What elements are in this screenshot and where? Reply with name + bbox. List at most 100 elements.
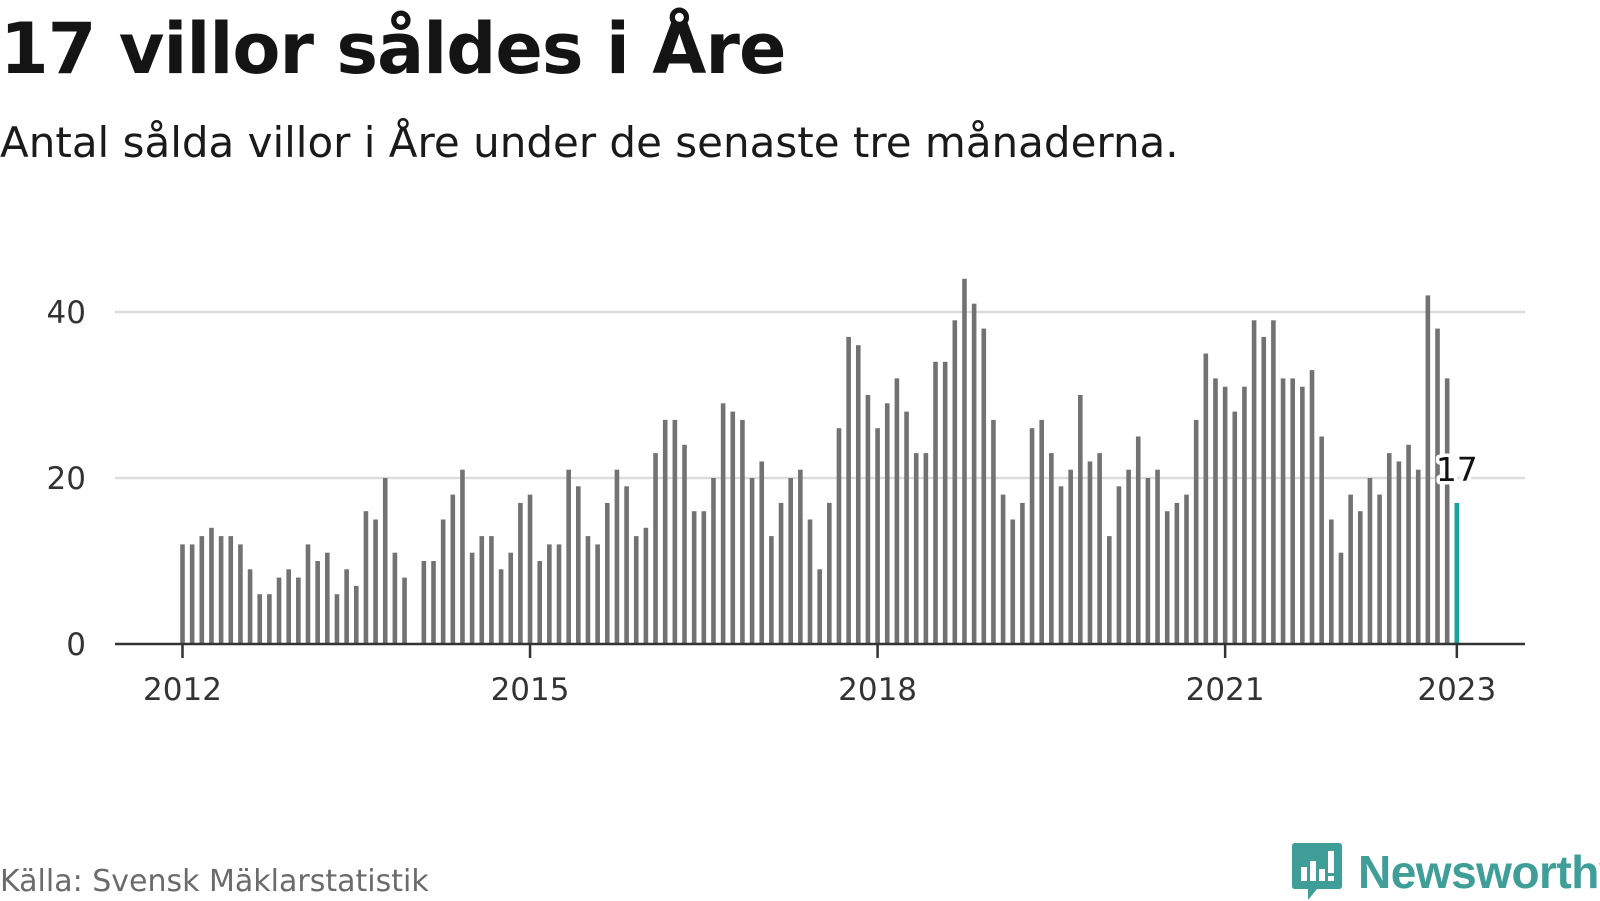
bar	[913, 453, 919, 644]
bar	[1145, 478, 1151, 644]
bar	[257, 594, 263, 644]
bar	[691, 511, 697, 644]
bar	[817, 569, 822, 644]
bar	[421, 561, 427, 644]
bar	[585, 536, 591, 644]
bar	[392, 552, 398, 644]
bar	[846, 336, 851, 644]
bar	[894, 378, 900, 644]
newsworthy-logo-icon	[1292, 843, 1342, 900]
bar	[798, 469, 803, 644]
bar	[1396, 461, 1402, 644]
bar	[267, 594, 272, 644]
bar	[759, 461, 765, 644]
bar	[189, 544, 195, 644]
bar	[643, 527, 649, 644]
bar	[1213, 378, 1218, 644]
bar	[209, 527, 214, 644]
bar	[923, 453, 929, 644]
bar	[1068, 469, 1073, 644]
bar	[1203, 353, 1209, 644]
bar	[1309, 370, 1315, 644]
bar	[933, 361, 938, 644]
grid-layer	[115, 310, 1525, 480]
bar	[1319, 436, 1324, 644]
bar	[672, 419, 678, 644]
bar	[1164, 511, 1170, 644]
bars-layer	[180, 278, 1460, 644]
bar	[1338, 552, 1344, 644]
bar	[1020, 502, 1025, 644]
bar	[962, 278, 967, 644]
bar	[1415, 469, 1421, 644]
bar	[720, 403, 726, 644]
bar	[556, 544, 562, 644]
bar	[460, 469, 465, 644]
bar	[1232, 411, 1238, 644]
bar	[971, 303, 977, 644]
bar	[1300, 386, 1305, 644]
bar	[238, 544, 243, 644]
bar	[1174, 502, 1180, 644]
bar	[855, 345, 861, 644]
bar	[1039, 419, 1045, 644]
bar	[382, 478, 388, 644]
bar	[247, 569, 253, 644]
bar	[498, 569, 504, 644]
bar	[1193, 419, 1199, 644]
bar	[1386, 453, 1392, 644]
bar	[566, 469, 571, 644]
bar	[402, 577, 407, 644]
bar	[904, 411, 909, 644]
bar	[1135, 436, 1141, 644]
bar	[537, 561, 542, 644]
page-title: 17 villor såldes i Åre	[0, 8, 786, 90]
bar	[875, 428, 880, 644]
bar	[1280, 378, 1286, 644]
bar	[991, 419, 996, 644]
bar	[576, 486, 581, 644]
bar	[749, 478, 755, 644]
bar	[653, 453, 658, 644]
bar	[518, 502, 523, 644]
bar	[1348, 494, 1353, 644]
brand-logo[interactable]: Newsworthy	[1292, 843, 1600, 901]
bar	[740, 419, 745, 644]
bar	[624, 486, 629, 644]
bar	[450, 494, 456, 644]
y-tick-label: 40	[47, 295, 86, 331]
bar	[1242, 386, 1247, 644]
bar	[228, 536, 234, 644]
bar	[431, 561, 436, 644]
bar	[778, 502, 784, 644]
bar	[1406, 444, 1411, 644]
bar	[1087, 461, 1093, 644]
bar	[489, 536, 494, 644]
bar	[1377, 494, 1382, 644]
highlight-data-label: 17	[1436, 450, 1478, 489]
bar	[276, 577, 282, 644]
bar	[373, 519, 378, 644]
bar	[1058, 486, 1064, 644]
x-tick-label: 2018	[838, 672, 917, 708]
bar	[218, 536, 224, 644]
bar	[1367, 478, 1373, 644]
bar	[315, 561, 320, 644]
bar	[1271, 320, 1276, 644]
bar	[701, 511, 707, 644]
bar	[1116, 486, 1122, 644]
bar	[1049, 453, 1054, 644]
bar	[363, 511, 369, 644]
bar	[1000, 494, 1006, 644]
bar	[836, 428, 842, 644]
bar	[942, 361, 948, 644]
bar	[1155, 469, 1160, 644]
bar	[711, 478, 716, 644]
bar	[296, 577, 301, 644]
bar	[1222, 386, 1228, 644]
bar	[1097, 453, 1102, 644]
bar	[1261, 336, 1267, 644]
bar	[344, 569, 349, 644]
highlight-label-halo: 17	[1436, 450, 1478, 489]
bar	[981, 328, 987, 644]
